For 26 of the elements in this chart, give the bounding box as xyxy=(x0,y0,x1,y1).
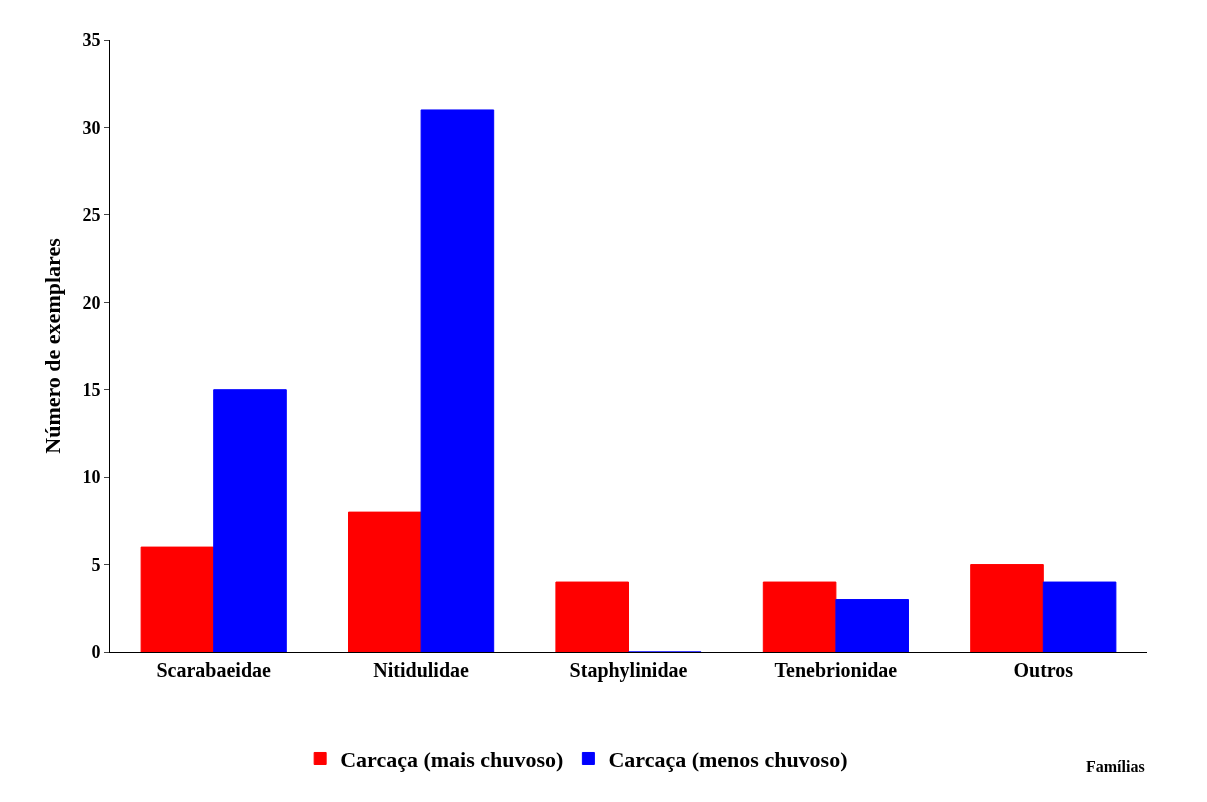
bar xyxy=(1042,581,1117,652)
bar xyxy=(970,564,1044,652)
x-tick-label: Scarabaeidae xyxy=(156,659,272,681)
legend-label: Carcaça (mais chuvoso) xyxy=(340,747,564,773)
bar xyxy=(213,389,287,652)
x-tick-label: Staphylinidae xyxy=(569,659,688,682)
y-tick-label: 0 xyxy=(91,642,101,663)
y-tick-label: 25 xyxy=(82,205,101,226)
y-axis-title: Número de exemplares xyxy=(40,237,66,454)
y-tick-label: 30 xyxy=(82,117,101,138)
bar xyxy=(420,109,495,652)
legend-label: Carcaça (menos chuvoso) xyxy=(608,747,848,773)
y-tick-label: 5 xyxy=(91,554,101,575)
x-tick-label: Tenebrionidae xyxy=(774,659,898,681)
bar xyxy=(555,581,629,652)
y-tick-label: 35 xyxy=(82,30,101,51)
x-tick-label: Nitidulidae xyxy=(373,659,470,681)
x-tick-label: Outros xyxy=(1013,659,1074,681)
x-axis-title: Famílias xyxy=(1086,758,1145,775)
y-tick-label: 20 xyxy=(82,292,101,313)
bar xyxy=(348,511,422,652)
bar xyxy=(140,546,215,652)
bar xyxy=(762,581,837,652)
bar xyxy=(835,599,909,652)
y-tick-label: 15 xyxy=(82,380,101,401)
y-tick-label: 10 xyxy=(82,467,101,488)
